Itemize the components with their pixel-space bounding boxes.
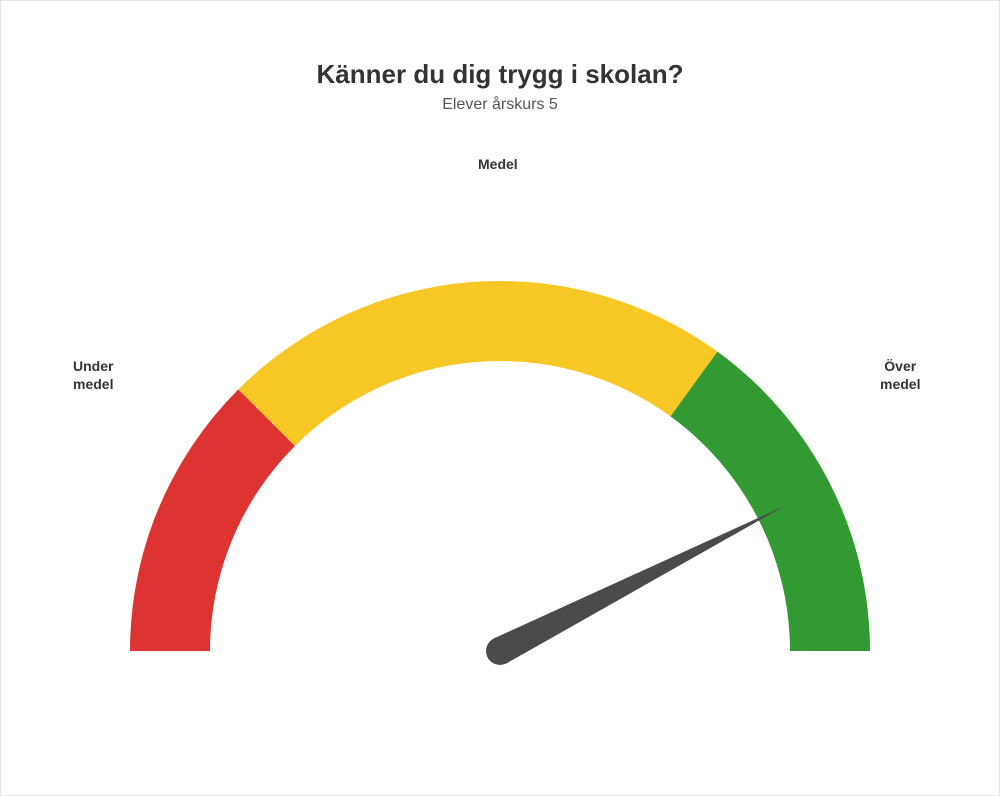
- gauge-segment: [130, 389, 295, 651]
- segment-label-medel: Medel: [478, 156, 518, 174]
- chart-frame: Känner du dig trygg i skolan? Elever års…: [0, 0, 1000, 796]
- gauge-segment: [670, 352, 870, 651]
- gauge-chart: [50, 151, 950, 711]
- gauge-segment: [238, 281, 717, 446]
- segment-label-under-medel: Under medel: [73, 358, 113, 393]
- title-block: Känner du dig trygg i skolan? Elever års…: [1, 59, 999, 114]
- chart-subtitle: Elever årskurs 5: [1, 96, 999, 114]
- chart-title: Känner du dig trygg i skolan?: [1, 59, 999, 90]
- segment-label-over-medel: Över medel: [880, 358, 920, 393]
- gauge-needle: [494, 506, 785, 664]
- gauge-needle-hub: [486, 637, 514, 665]
- gauge-container: Under medel Medel Över medel: [50, 151, 950, 711]
